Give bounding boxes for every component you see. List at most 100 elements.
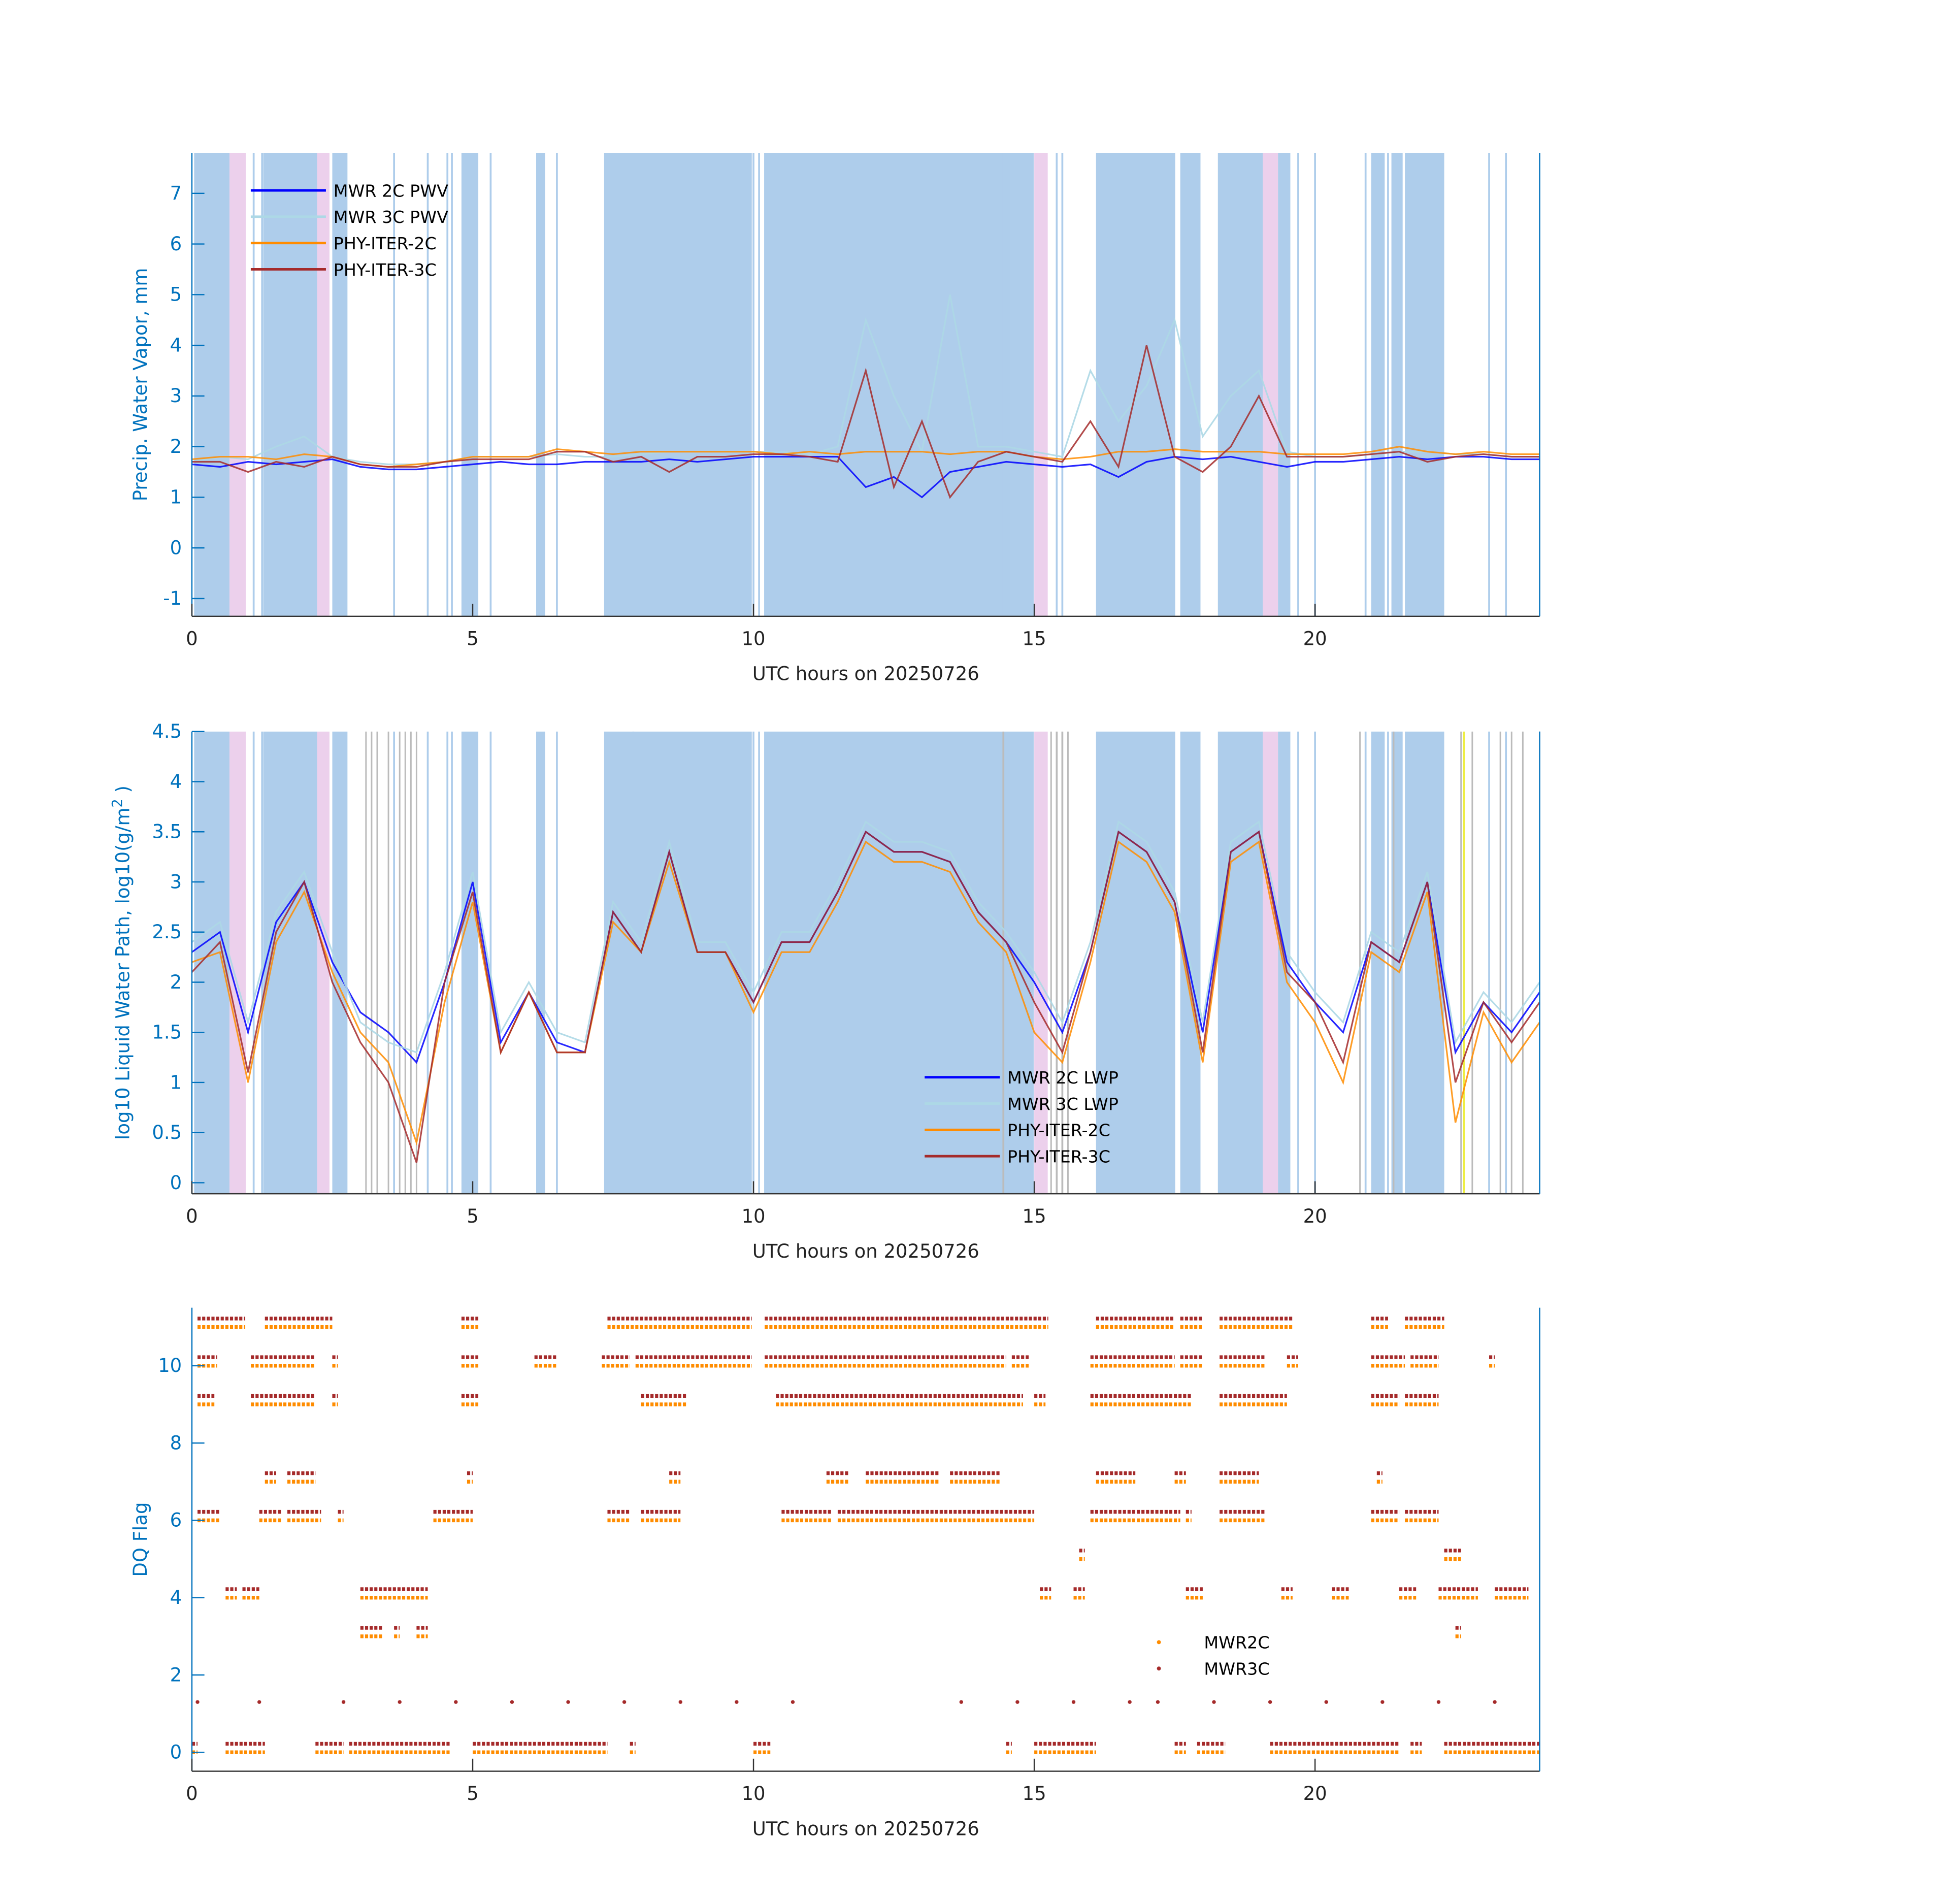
flag-band-blue xyxy=(461,731,479,1194)
legend-label: PHY-ITER-2C xyxy=(334,234,437,253)
x-tick-label: 10 xyxy=(741,1783,765,1804)
flag-band-pink xyxy=(1034,731,1048,1194)
dq-point-mwr3c-flag1 xyxy=(398,1700,402,1704)
flag-band-pink xyxy=(229,152,246,616)
dq-point-mwr3c-flag1 xyxy=(1380,1700,1385,1704)
x-tick-label: 15 xyxy=(1023,1205,1046,1227)
legend-label: PHY-ITER-2C xyxy=(1007,1121,1110,1140)
y-axis-label-text: log10 Liquid Water Path, log10(g/m xyxy=(112,807,134,1139)
flag-band-blue xyxy=(634,731,752,1194)
x-tick-label: 15 xyxy=(1023,628,1046,650)
y-tick-label: 0 xyxy=(170,1742,182,1763)
flag-band-blue xyxy=(1096,731,1175,1194)
y-axis-label-end: ) xyxy=(112,785,134,799)
y-tick-label: 7 xyxy=(170,182,182,204)
y-tick-label: 10 xyxy=(158,1355,182,1376)
y-tick-label: 4.5 xyxy=(152,720,182,742)
flag-band-blue xyxy=(1217,152,1263,616)
flag-band-blue xyxy=(263,152,317,616)
plot-area xyxy=(191,731,1540,1194)
y-axis-label: DQ Flag xyxy=(129,1502,151,1577)
flag-band-blue xyxy=(332,731,348,1194)
x-tick-label: 5 xyxy=(467,1783,479,1804)
flag-band-blue xyxy=(1278,731,1291,1194)
y-tick-label: 0 xyxy=(170,1172,182,1194)
x-tick-label: 10 xyxy=(741,1205,765,1227)
dq-point-mwr3c-flag1 xyxy=(195,1700,200,1704)
y-tick-label: 4 xyxy=(170,1587,182,1608)
flag-band-pink xyxy=(317,152,330,616)
y-axis-label: log10 Liquid Water Path, log10(g/m2 ) xyxy=(110,785,134,1140)
series-line-mwr-2c-pwv xyxy=(191,455,1540,499)
dq-point-mwr3c-flag1 xyxy=(622,1700,627,1704)
dq-point-mwr3c-flag1 xyxy=(1015,1700,1019,1704)
legend-label: MWR 3C LWP xyxy=(1007,1094,1118,1114)
flag-band-blue xyxy=(194,152,230,616)
y-tick-label: 6 xyxy=(170,1509,182,1531)
dq-point-mwr3c-flag1 xyxy=(454,1700,458,1704)
dq-point-mwr3c-flag1 xyxy=(1212,1700,1216,1704)
legend-label: PHY-ITER-3C xyxy=(334,260,437,280)
y-tick-label: 1 xyxy=(170,1071,182,1093)
x-tick-label: 0 xyxy=(186,1783,198,1804)
x-tick-label: 10 xyxy=(741,628,765,650)
flag-band-blue xyxy=(1405,731,1444,1194)
flag-band-blue xyxy=(634,152,752,616)
legend-label: MWR 2C LWP xyxy=(1007,1068,1118,1088)
y-tick-label: 0 xyxy=(170,537,182,559)
legend-label: PHY-ITER-3C xyxy=(1007,1146,1110,1166)
dq-point-mwr3c-flag1 xyxy=(566,1700,570,1704)
x-tick-label: 0 xyxy=(186,628,198,650)
legend-label: MWR 3C PWV xyxy=(334,207,448,227)
x-axis-label: UTC hours on 20250726 xyxy=(752,1240,979,1262)
y-tick-label: 4 xyxy=(170,334,182,356)
y-tick-label: 8 xyxy=(170,1432,182,1454)
flag-band-blue xyxy=(1217,731,1263,1194)
x-tick-label: 20 xyxy=(1303,1783,1327,1804)
x-tick-label: 20 xyxy=(1303,628,1327,650)
y-tick-label: 4 xyxy=(170,771,182,793)
x-tick-label: 0 xyxy=(186,1205,198,1227)
y-tick-label: 0.5 xyxy=(152,1122,182,1143)
flag-band-pink xyxy=(229,731,246,1194)
flag-band-blue xyxy=(536,731,545,1194)
flag-band-blue xyxy=(764,731,1034,1194)
flag-band-pink xyxy=(1034,152,1048,616)
dq-point-mwr3c-flag1 xyxy=(510,1700,514,1704)
dq-point-mwr3c-flag1 xyxy=(1128,1700,1132,1704)
x-tick-label: 20 xyxy=(1303,1205,1327,1227)
x-tick-label: 5 xyxy=(467,1205,479,1227)
flag-band-pink xyxy=(1263,152,1278,616)
y-tick-label: 5 xyxy=(170,284,182,306)
y-axis-label-text: Precip. Water Vapor, mm xyxy=(129,268,151,502)
flag-band-blue xyxy=(604,152,634,616)
x-tick-label: 15 xyxy=(1023,1783,1046,1804)
legend-label: MWR2C xyxy=(1204,1633,1269,1653)
legend-label: MWR 2C PWV xyxy=(334,181,448,201)
flag-band-blue xyxy=(1405,152,1444,616)
dq-point-mwr3c-flag1 xyxy=(1493,1700,1497,1704)
series-line-phy-iter-3c xyxy=(191,830,1540,1163)
flag-band-pink xyxy=(1263,731,1278,1194)
y-tick-label: 2.5 xyxy=(152,921,182,943)
lwp-panel: MWR 2C LWP MWR 3C LWP PHY-ITER-2C PHY-ITER-… xyxy=(110,720,1540,1262)
x-axis-label: UTC hours on 20250726 xyxy=(752,1818,979,1840)
x-tick-label: 5 xyxy=(467,628,479,650)
dq-point-mwr3c-flag1 xyxy=(1071,1700,1076,1704)
series-line-phy-iter-2c xyxy=(191,840,1540,1146)
plot-area xyxy=(191,152,1540,616)
series-line-phy-iter-2c xyxy=(191,445,1540,468)
flag-band-blue xyxy=(1371,731,1385,1194)
flag-band-blue xyxy=(1096,152,1175,616)
flag-band-blue xyxy=(461,152,479,616)
plot-area xyxy=(191,1317,1540,1754)
dq-point-mwr3c-flag1 xyxy=(257,1700,261,1704)
dq-point-mwr3c-flag1 xyxy=(1268,1700,1272,1704)
pwv-panel: MWR 2C PWV MWR 3C PWV PHY-ITER-2C PHY-ITER-… xyxy=(129,152,1540,685)
y-axis-label: Precip. Water Vapor, mm xyxy=(129,268,151,502)
y-tick-label: 2 xyxy=(170,436,182,457)
dq-point-mwr3c-flag1 xyxy=(1156,1700,1160,1704)
series-line-phy-iter-3c xyxy=(191,345,1540,499)
dq-point-mwr3c-flag1 xyxy=(791,1700,795,1704)
y-tick-label: 3 xyxy=(170,385,182,407)
